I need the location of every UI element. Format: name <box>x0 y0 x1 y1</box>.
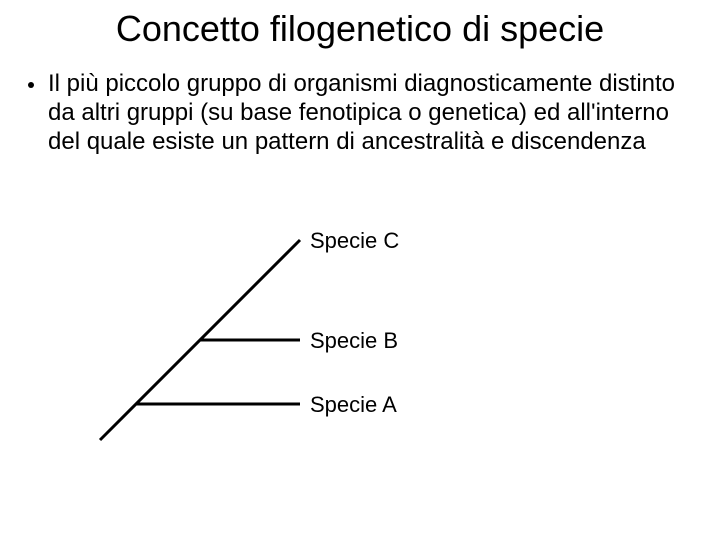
bullet-dot-icon <box>28 82 34 88</box>
bullet-row: Il più piccolo gruppo di organismi diagn… <box>28 70 700 156</box>
tree-label-c: Specie C <box>310 228 399 254</box>
tree-label-b: Specie B <box>310 328 398 354</box>
slide: Concetto filogenetico di specie Il più p… <box>0 0 720 540</box>
bullet-block: Il più piccolo gruppo di organismi diagn… <box>28 70 700 156</box>
tree-label-a: Specie A <box>310 392 397 418</box>
phylogenetic-tree: Specie C Specie B Specie A <box>90 210 440 450</box>
page-title: Concetto filogenetico di specie <box>0 8 720 50</box>
bullet-text: Il più piccolo gruppo di organismi diagn… <box>48 70 700 156</box>
